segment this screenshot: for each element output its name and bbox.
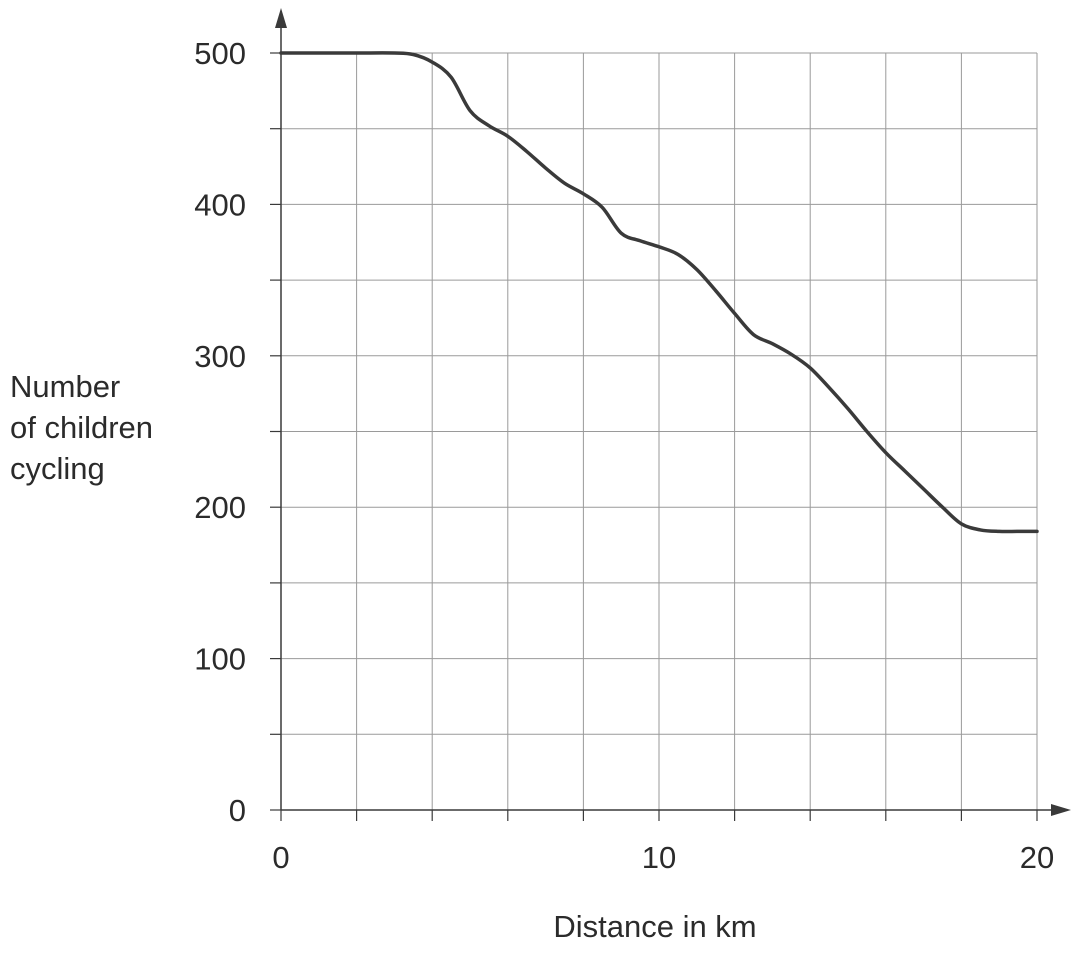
y-tick-label: 300 — [194, 339, 246, 374]
y-tick-label: 100 — [194, 642, 246, 677]
y-axis-label-line-3: cycling — [10, 451, 105, 486]
x-axis-label: Distance in km — [553, 909, 757, 944]
y-axis-label-line-2: of children — [10, 410, 154, 445]
y-tick-label: 0 — [229, 793, 246, 828]
y-tick-label: 500 — [194, 36, 246, 71]
y-axis-arrow-icon — [275, 8, 287, 28]
y-tick-label: 200 — [194, 490, 246, 525]
series-layer — [279, 51, 1039, 534]
axes — [270, 8, 1071, 821]
x-axis-arrow-icon — [1051, 804, 1071, 816]
y-axis-label-line-1: Number — [10, 369, 121, 404]
x-tick-label: 0 — [272, 840, 289, 875]
series-line — [279, 51, 1039, 534]
y-tick-label: 400 — [194, 187, 246, 222]
x-tick-label: 20 — [1020, 840, 1054, 875]
y-axis-label: Number of children cycling — [10, 366, 185, 489]
x-tick-label: 10 — [642, 840, 676, 875]
grid — [281, 52, 1038, 810]
